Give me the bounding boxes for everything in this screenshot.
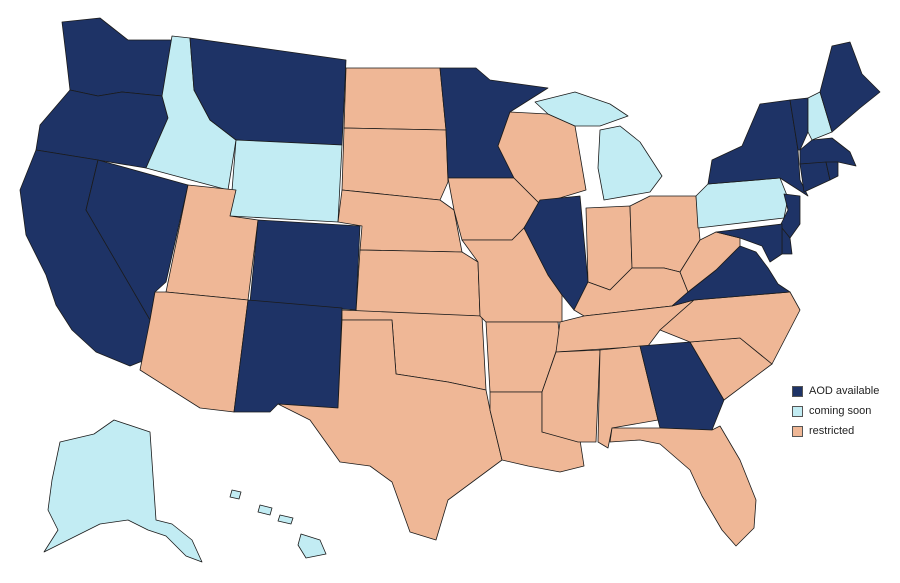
state-maryland[interactable] [715, 223, 783, 263]
legend-swatch-restricted [792, 425, 803, 437]
state-rhode-island[interactable] [825, 161, 839, 181]
state-kansas[interactable] [355, 249, 481, 317]
state-pennsylvania[interactable] [695, 177, 789, 229]
state-west-virginia[interactable] [679, 231, 741, 293]
state-arizona[interactable] [139, 291, 249, 413]
state-north-carolina[interactable] [659, 291, 801, 365]
state-south-dakota[interactable] [341, 127, 449, 201]
state-colorado[interactable] [249, 219, 361, 311]
legend-label-coming-soon: coming soon [809, 405, 872, 417]
legend-label-restricted: restricted [809, 425, 855, 437]
legend-item-coming-soon: coming soon [792, 401, 879, 421]
state-alaska[interactable] [43, 419, 203, 563]
state-maine[interactable] [819, 41, 881, 133]
state-wyoming[interactable] [229, 139, 343, 223]
state-texas[interactable] [277, 319, 503, 541]
legend-label-available: AOD available [809, 385, 880, 397]
state-north-dakota[interactable] [343, 67, 447, 131]
state-washington[interactable] [61, 17, 181, 97]
state-illinois[interactable] [523, 195, 589, 311]
state-new-hampshire[interactable] [807, 91, 833, 141]
state-michigan[interactable] [534, 91, 663, 201]
legend-item-available: AOD available [792, 381, 879, 401]
legend-swatch-coming-soon [792, 405, 803, 417]
state-vermont[interactable] [789, 97, 809, 151]
map-legend: AOD available coming soon restricted [792, 381, 879, 441]
legend-item-restricted: restricted [792, 421, 879, 441]
legend-swatch-available [792, 385, 803, 397]
state-florida[interactable] [609, 425, 757, 547]
state-missouri[interactable] [461, 227, 563, 323]
state-connecticut[interactable] [799, 161, 831, 193]
state-new-mexico[interactable] [233, 299, 343, 413]
state-hawaii[interactable] [229, 489, 327, 559]
